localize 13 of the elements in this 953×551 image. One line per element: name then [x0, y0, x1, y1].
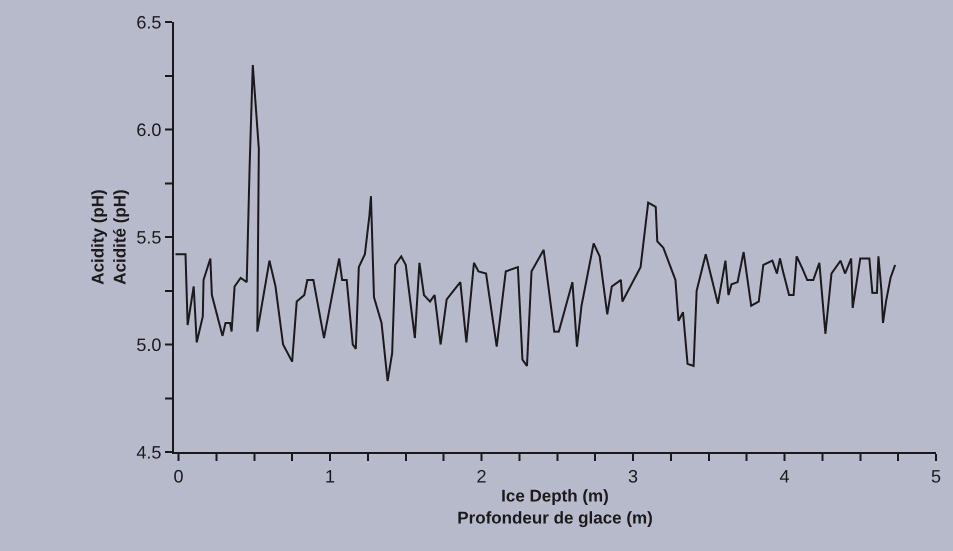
- x-tick-label: 2: [476, 466, 487, 487]
- x-tick-label: 0: [174, 466, 184, 487]
- y-tick-label: 6.5: [136, 12, 162, 32]
- y-tick-label: 6.0: [136, 120, 162, 140]
- x-tick-label: 5: [930, 466, 942, 487]
- x-tick-label: 1: [325, 466, 336, 487]
- y-axis-title: Acidity (pH) Acidité (pH): [88, 189, 130, 285]
- x-tick-label: 3: [628, 466, 638, 487]
- y-tick-label: 4.5: [136, 442, 162, 462]
- y-tick-label: 5.5: [136, 227, 162, 248]
- x-axis-title: Ice Depth (m) Profondeur de glace (m): [457, 486, 653, 528]
- x-tick-label: 4: [780, 466, 790, 487]
- y-tick-label: 5.0: [136, 334, 162, 355]
